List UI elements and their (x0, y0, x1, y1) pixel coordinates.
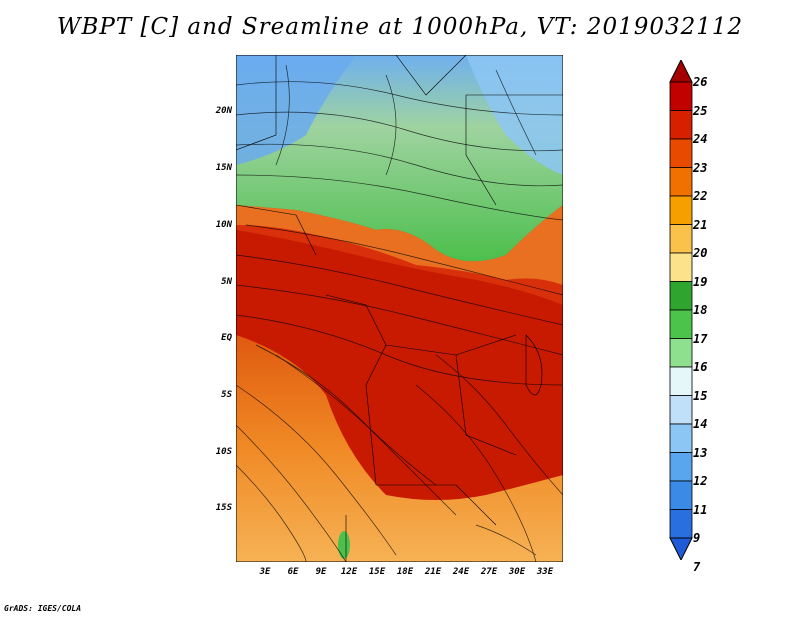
colorbar-level-label: 14 (693, 417, 708, 431)
blue-northeast-region (466, 55, 563, 175)
map-panel (236, 55, 563, 562)
colorbar-segment (669, 252, 693, 282)
colorbar-segment (669, 480, 693, 510)
colorbar-segment (669, 509, 693, 539)
lon-tick-27e: 27E (480, 567, 498, 577)
lon-tick-33e: 33E (536, 567, 554, 577)
colorbar-segment (669, 167, 693, 197)
colorbar-level-label: 18 (693, 303, 708, 317)
wbpt-map (236, 55, 563, 562)
colorbar-segment (669, 281, 693, 311)
colorbar-level-label: 15 (693, 388, 708, 403)
colorbar-level-label: 9 (693, 531, 701, 545)
colorbar-level-label: 22 (693, 189, 708, 203)
colorbar-level-label: 17 (693, 331, 708, 346)
colorbar-level-label: 25 (693, 103, 708, 118)
colorbar (669, 60, 693, 560)
warm-south-region (236, 335, 563, 562)
lon-tick-9e: 9E (315, 567, 327, 577)
lat-tick-15n: 15N (215, 163, 232, 173)
colorbar-level-label: 7 (693, 559, 701, 574)
lat-tick-5n: 5N (221, 277, 232, 287)
colorbar-segment (669, 338, 693, 368)
lat-tick-10n: 10N (215, 220, 232, 230)
lat-tick-5s: 5S (221, 390, 232, 400)
colorbar-level-label: 20 (693, 246, 708, 260)
lon-tick-3e: 3E (259, 567, 271, 577)
lon-tick-6e: 6E (287, 567, 299, 577)
colorbar-segment (669, 195, 693, 225)
colorbar-level-label: 23 (693, 160, 708, 175)
colorbar-bottom-arrow (669, 537, 693, 560)
colorbar-level-label: 19 (693, 274, 708, 289)
colorbar-segment (669, 224, 693, 254)
lat-tick-eq: EQ (221, 333, 232, 343)
green-spot (338, 531, 350, 559)
colorbar-level-label: 13 (693, 445, 708, 460)
lon-tick-24e: 24E (452, 567, 470, 577)
lat-tick-10s: 10S (215, 447, 232, 457)
chart-title: WBPT [C] and Sreamline at 1000hPa, VT: 2… (56, 14, 744, 40)
footer-credit: GrADS: IGES/COLA (4, 604, 82, 613)
country-borders (236, 55, 563, 562)
colorbar-level-label: 12 (693, 474, 708, 488)
colorbar-segment (669, 366, 693, 396)
hot-core-region (236, 230, 563, 500)
colorbar-segment (669, 110, 693, 140)
colorbar-segment (669, 81, 693, 111)
colorbar-top-arrow (669, 60, 693, 83)
colorbar-level-label: 21 (693, 217, 708, 232)
colorbar-level-label: 11 (693, 502, 708, 517)
colorbar-segment (669, 138, 693, 168)
lon-tick-15e: 15E (368, 567, 386, 577)
lon-tick-18e: 18E (396, 567, 414, 577)
lon-tick-12e: 12E (340, 567, 358, 577)
colorbar-segment (669, 423, 693, 453)
colorbar-level-label: 26 (693, 75, 708, 89)
lat-tick-15s: 15S (215, 503, 232, 513)
lat-tick-20n: 20N (215, 106, 232, 116)
lon-tick-30e: 30E (508, 567, 526, 577)
lon-tick-21e: 21E (424, 567, 442, 577)
colorbar-level-label: 24 (693, 132, 708, 146)
colorbar-segment (669, 452, 693, 482)
colorbar-segment (669, 309, 693, 339)
colorbar-level-label: 16 (693, 360, 708, 374)
transition-band (236, 205, 563, 285)
streamlines (236, 64, 563, 562)
colorbar-segment (669, 395, 693, 425)
